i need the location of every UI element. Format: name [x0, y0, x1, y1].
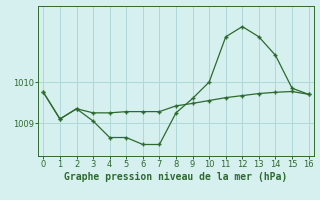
X-axis label: Graphe pression niveau de la mer (hPa): Graphe pression niveau de la mer (hPa): [64, 172, 288, 182]
